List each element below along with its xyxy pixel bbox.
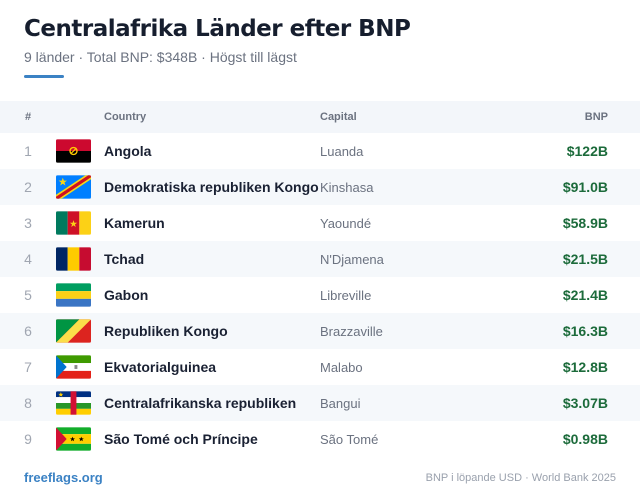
row-gdp: $122B: [566, 143, 608, 159]
row-capital: Malabo: [320, 359, 363, 375]
row-country: Tchad: [104, 251, 145, 267]
row-gdp: $0.98B: [562, 431, 608, 447]
column-header-gdp: BNP: [584, 111, 608, 123]
table-row: 6 Republiken Kongo Brazzaville $16.3B: [0, 313, 640, 349]
chad-flag-icon: [56, 247, 91, 271]
row-country: Kamerun: [104, 215, 165, 231]
table-row: 8 Centralafrikanska republiken Bangui $3…: [0, 385, 640, 421]
row-capital: Libreville: [320, 287, 372, 303]
row-gdp: $16.3B: [562, 323, 608, 339]
row-capital: Kinshasa: [320, 179, 374, 195]
row-gdp: $91.0B: [562, 179, 608, 195]
table-row: 4 Tchad N'Djamena $21.5B: [0, 241, 640, 277]
column-header-country: Country: [104, 111, 147, 123]
brand-link[interactable]: freeflags.org: [24, 470, 103, 485]
column-header-capital: Capital: [320, 111, 357, 123]
page-footer: freeflags.org BNP i löpande USD · World …: [24, 470, 616, 485]
cameroon-flag-icon: [56, 211, 91, 235]
row-rank: 9: [24, 431, 32, 447]
table-row: 7 Ekvatorialguinea Malabo $12.8B: [0, 349, 640, 385]
table-row: 9 São Tomé och Príncipe São Tomé $0.98B: [0, 421, 640, 457]
row-country: Angola: [104, 143, 152, 159]
row-gdp: $21.4B: [562, 287, 608, 303]
row-country: Demokratiska republiken Kongo: [104, 179, 319, 195]
angola-flag-icon: [56, 139, 91, 163]
row-capital: São Tomé: [320, 431, 379, 447]
row-gdp: $21.5B: [562, 251, 608, 267]
row-capital: Brazzaville: [320, 323, 383, 339]
page-header: Centralafrika Länder efter BNP 9 länder …: [24, 12, 616, 78]
row-country: Ekvatorialguinea: [104, 359, 217, 375]
row-capital: Yaoundé: [320, 215, 372, 231]
table-header: # Country Capital BNP: [0, 101, 640, 133]
row-rank: 6: [24, 323, 32, 339]
gabon-flag-icon: [56, 283, 91, 307]
sao-tome-flag-icon: [56, 427, 91, 451]
table-body: 1 Angola Luanda $122B 2: [0, 133, 640, 457]
congo-flag-icon: [56, 319, 91, 343]
table-row: 3 Kamerun Yaoundé $58.9B: [0, 205, 640, 241]
page-title: Centralafrika Länder efter BNP: [24, 16, 411, 42]
row-gdp: $12.8B: [562, 359, 608, 375]
central-african-republic-flag-icon: [56, 391, 91, 415]
row-rank: 4: [24, 251, 32, 267]
row-rank: 5: [24, 287, 32, 303]
row-rank: 3: [24, 215, 32, 231]
source-note: BNP i löpande USD · World Bank 2025: [425, 471, 616, 484]
row-capital: Luanda: [320, 143, 364, 159]
row-country: Republiken Kongo: [104, 323, 228, 339]
row-rank: 1: [24, 143, 32, 159]
gdp-table: # Country Capital BNP 1 Angola Luanda $1…: [0, 101, 640, 457]
column-header-rank: #: [24, 111, 32, 123]
row-gdp: $58.9B: [562, 215, 608, 231]
dr-congo-flag-icon: [56, 175, 91, 199]
title-accent-bar: [24, 75, 64, 78]
table-row: 1 Angola Luanda $122B: [0, 133, 640, 169]
page-subtitle: 9 länder · Total BNP: $348B · Högst till…: [24, 49, 297, 65]
table-row: 5 Gabon Libreville $21.4B: [0, 277, 640, 313]
row-country: São Tomé och Príncipe: [104, 431, 258, 447]
equatorial-guinea-flag-icon: [56, 355, 91, 379]
row-gdp: $3.07B: [562, 395, 608, 411]
row-capital: N'Djamena: [320, 251, 384, 267]
table-row: 2 Demokratiska republiken Kongo Kinshasa…: [0, 169, 640, 205]
row-rank: 8: [24, 395, 32, 411]
row-rank: 2: [24, 179, 32, 195]
row-rank: 7: [24, 359, 32, 375]
row-country: Centralafrikanska republiken: [104, 395, 297, 411]
row-capital: Bangui: [320, 395, 361, 411]
row-country: Gabon: [104, 287, 149, 303]
